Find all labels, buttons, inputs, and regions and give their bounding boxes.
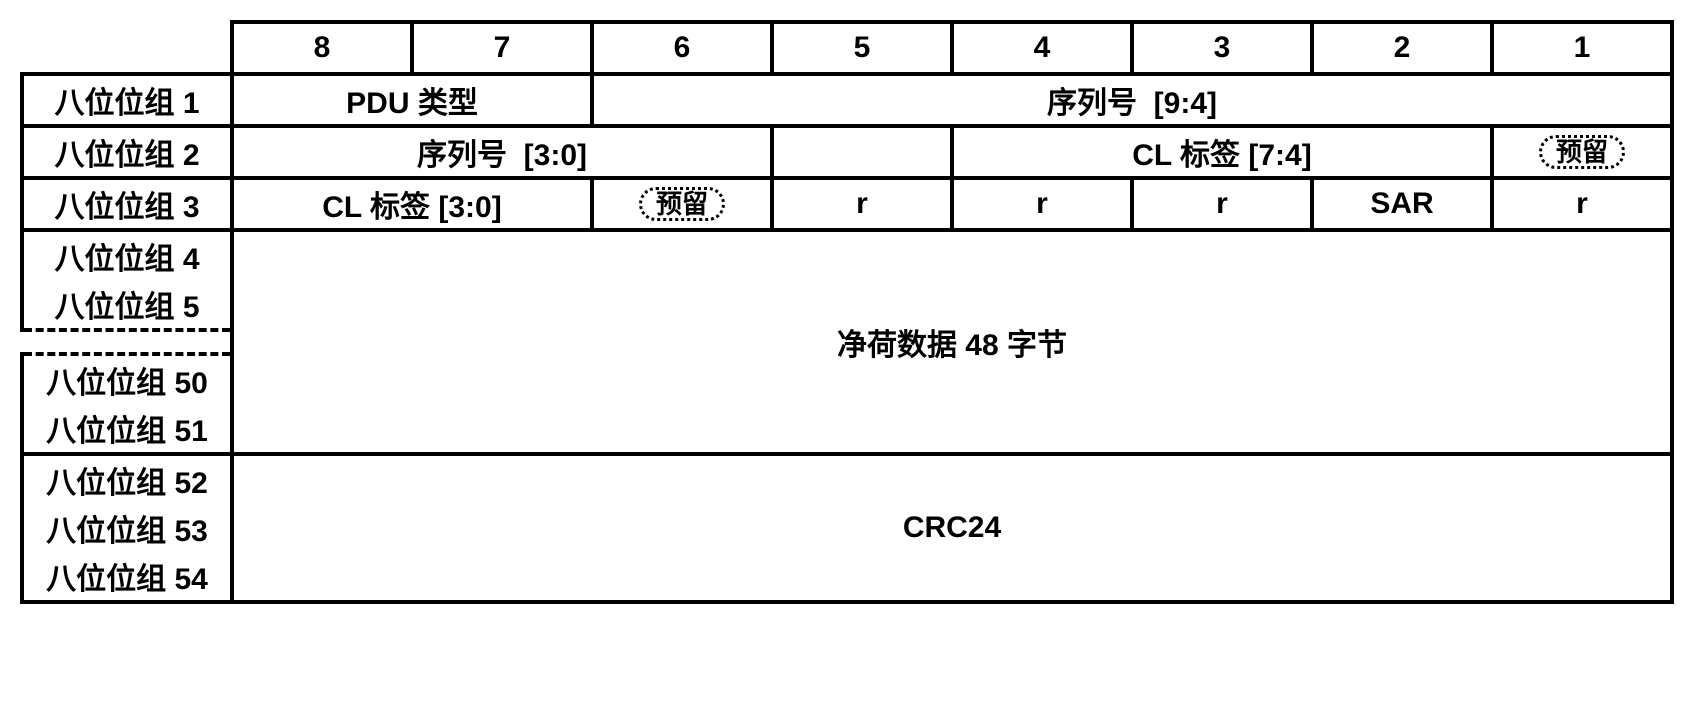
octet-4-label: 八位位组 4 [22,230,232,280]
r-flag-2-text: r [1030,187,1054,221]
octet-2-row: 八位位组 2 序列号 [3:0] CL 标签 [7:4] 预留 [22,126,1672,178]
r-flag-3-text: r [1210,187,1234,221]
seqnum-hi-bits: [9:4] [1154,87,1217,120]
octet-51-label: 八位位组 51 [22,404,232,454]
payload-field: 净荷数据 48 字节 [232,230,1672,454]
cl-tag-hi-text: CL 标签 [7:4] [1126,130,1317,174]
cl-tag-lo-text: CL 标签 [3:0] [316,182,507,226]
octet-50-label: 八位位组 50 [22,354,232,404]
r-flag-2: r [952,178,1132,230]
octet-3-label: 八位位组 3 [22,178,232,230]
octet-1-label: 八位位组 1 [22,74,232,126]
bit-col-5: 5 [772,22,952,74]
payload-ellipsis [22,330,232,354]
bit-col-4: 4 [952,22,1132,74]
bit-col-8: 8 [232,22,412,74]
reserved-hi-text: 预留 [1539,135,1625,170]
r-flag-4-text: r [1570,187,1594,221]
octet-5-label: 八位位组 5 [22,280,232,330]
octet-1-row: 八位位组 1 PDU 类型 序列号 [9:4] [22,74,1672,126]
reserved-lo-field: 预留 [592,178,772,230]
r-flag-1-text: r [850,187,874,221]
cl-tag-lo-field: CL 标签 [3:0] [232,178,592,230]
corner-blank [22,22,232,74]
seqnum-hi-text: 序列号 [1047,87,1137,120]
octet2-gap [772,126,952,178]
r-flag-4: r [1492,178,1672,230]
seqnum-lo-text: 序列号 [417,139,507,172]
bit-col-7: 7 [412,22,592,74]
bit-col-1: 1 [1492,22,1672,74]
seqnum-lo-bits: [3:0] [524,139,587,172]
seqnum-lo-field: 序列号 [3:0] [232,126,772,178]
r-flag-3: r [1132,178,1312,230]
cl-tag-hi-field: CL 标签 [7:4] [952,126,1492,178]
sar-field: SAR [1312,178,1492,230]
bit-col-6: 6 [592,22,772,74]
bit-col-3: 3 [1132,22,1312,74]
octet-3-row: 八位位组 3 CL 标签 [3:0] 预留 r r r SAR r [22,178,1672,230]
r-flag-1: r [772,178,952,230]
octet-4-row: 八位位组 4 净荷数据 48 字节 [22,230,1672,280]
octet-53-label: 八位位组 53 [22,504,232,552]
reserved-lo-text: 预留 [639,187,725,222]
seqnum-hi-field: 序列号 [9:4] [592,74,1672,126]
pdu-type-field: PDU 类型 [232,74,592,126]
octet-54-label: 八位位组 54 [22,552,232,602]
bit-col-2: 2 [1312,22,1492,74]
crc-field: CRC24 [232,454,1672,602]
pdu-frame-table: 8 7 6 5 4 3 2 1 八位位组 1 PDU 类型 序列号 [9:4] … [20,20,1674,604]
bit-header-row: 8 7 6 5 4 3 2 1 [22,22,1672,74]
octet-52-row: 八位位组 52 CRC24 [22,454,1672,504]
octet-52-label: 八位位组 52 [22,454,232,504]
reserved-hi-field: 预留 [1492,126,1672,178]
octet-2-label: 八位位组 2 [22,126,232,178]
